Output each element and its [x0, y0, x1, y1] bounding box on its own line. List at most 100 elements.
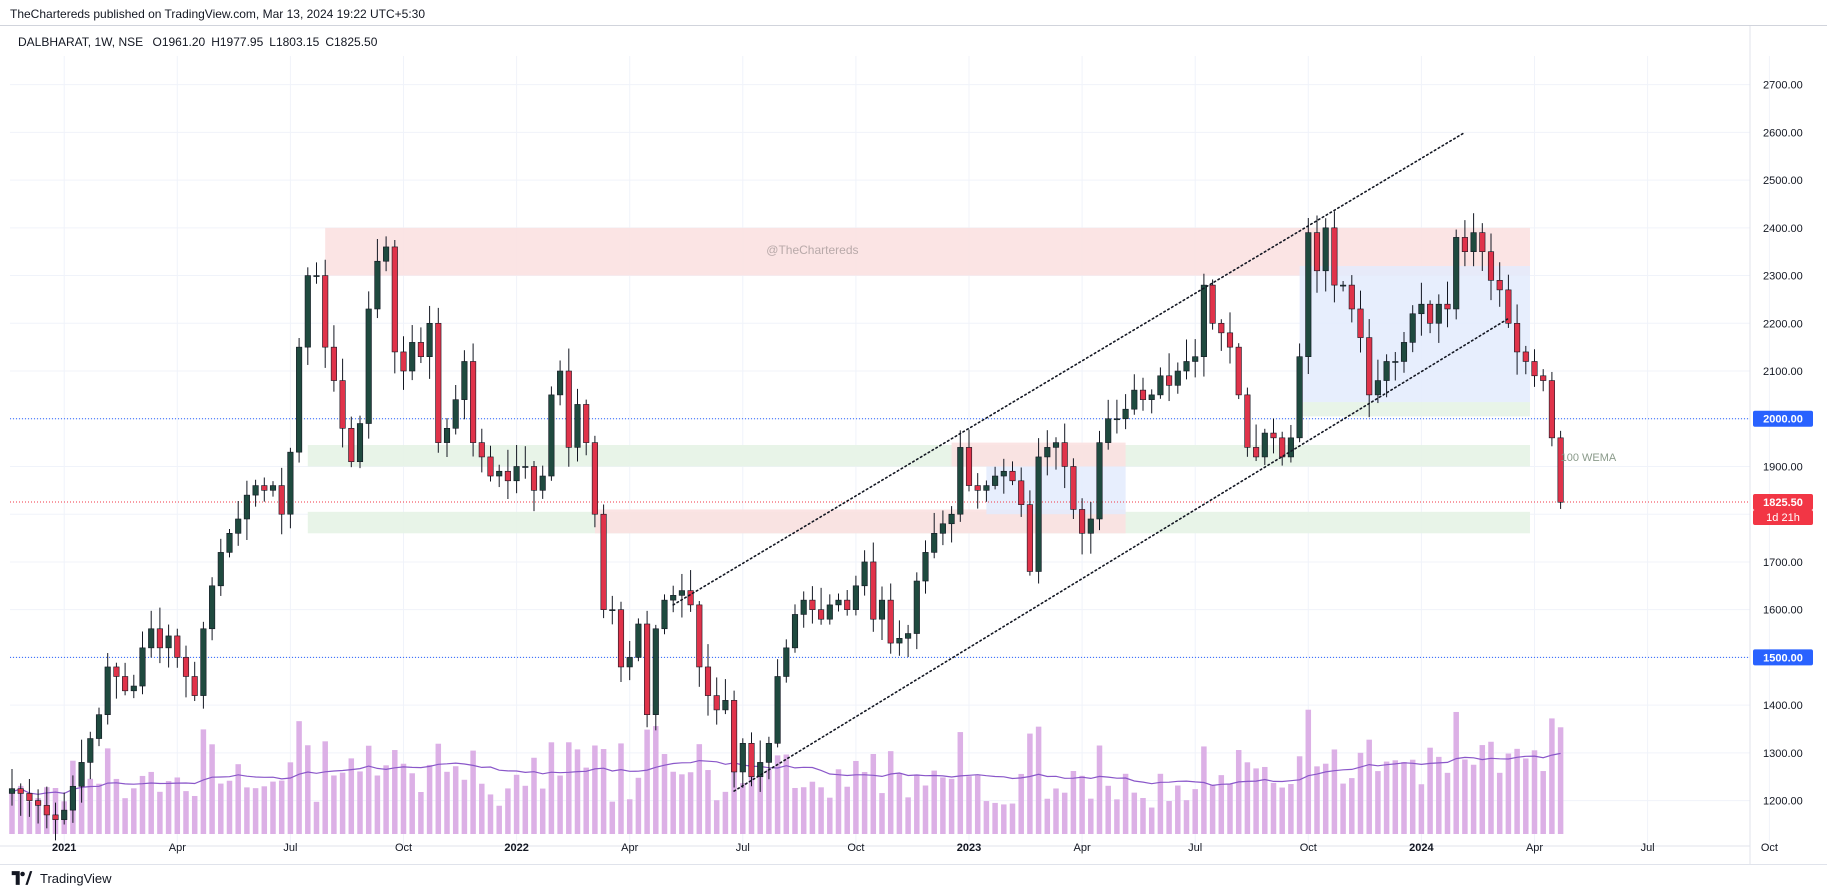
candle	[1340, 281, 1347, 292]
volume-bar	[896, 772, 903, 834]
price-tick-label: 1300.00	[1763, 748, 1803, 760]
volume-bar	[1314, 766, 1320, 834]
volume-bar	[566, 742, 572, 834]
candle-body	[1113, 418, 1120, 421]
candle-body	[748, 743, 755, 778]
volume-bar	[661, 754, 668, 834]
candle-body	[583, 404, 590, 443]
candle	[1113, 399, 1120, 434]
candle-body	[1531, 361, 1538, 377]
candle-body	[565, 370, 572, 448]
tradingview-brand[interactable]: TradingView	[10, 870, 112, 886]
candle-body	[1148, 394, 1155, 400]
candle	[1052, 437, 1060, 470]
level-tag-label: 2000.00	[1763, 414, 1803, 426]
symbol-label[interactable]: DALBHARAT, 1W, NSE	[18, 35, 144, 49]
time-tick-label: 2024	[1409, 842, 1434, 854]
candle-body	[1261, 432, 1268, 458]
candle	[174, 628, 181, 668]
candle	[652, 624, 659, 731]
volume-bar	[1027, 733, 1033, 834]
volume-bar	[9, 791, 15, 834]
candle	[1540, 369, 1547, 392]
candle-body	[470, 361, 477, 443]
candle-body	[1192, 356, 1199, 362]
candle	[1548, 371, 1555, 447]
volume-bar	[1253, 768, 1259, 834]
level-tag-label: 1500.00	[1763, 652, 1803, 664]
candle-body	[1000, 470, 1007, 477]
candle-body	[557, 370, 564, 396]
volume-bar	[122, 798, 128, 834]
volume-bar	[1331, 749, 1338, 834]
candle	[600, 504, 607, 619]
candle	[739, 738, 746, 788]
candle	[887, 583, 894, 654]
channel-trendline	[672, 131, 1466, 606]
candle	[217, 538, 224, 596]
candle	[52, 802, 59, 841]
candle-body	[1070, 466, 1077, 510]
candle-body	[957, 447, 964, 515]
candle	[122, 662, 129, 696]
candle	[209, 577, 216, 641]
candle-body	[1496, 280, 1503, 291]
candle	[1479, 223, 1486, 271]
candle	[426, 305, 433, 379]
chart-area[interactable]: @TheChartereds 100 WEMA 1200.00 1300.00 14…	[0, 26, 1827, 864]
candle	[1461, 220, 1468, 267]
volume-bar	[931, 770, 937, 834]
volume-bar	[1140, 797, 1146, 834]
candle-body	[1087, 518, 1094, 534]
candle-body	[931, 533, 938, 553]
volume-bar	[766, 769, 772, 834]
volume-bar	[287, 762, 294, 834]
candle-body	[826, 604, 833, 620]
volume-bar	[592, 745, 598, 834]
volume-bar	[809, 781, 816, 834]
candle	[1026, 490, 1033, 576]
candle	[591, 435, 598, 528]
volume-bar	[1357, 752, 1364, 834]
candle-body	[217, 552, 224, 587]
candle	[69, 775, 76, 823]
candle	[1331, 211, 1338, 303]
volume-bar	[574, 749, 581, 834]
candle-body	[165, 635, 172, 649]
volume-bar	[1366, 739, 1372, 834]
price-tick-label: 2500.00	[1763, 175, 1803, 187]
volume-bar	[583, 767, 589, 834]
volume-bar	[1001, 804, 1007, 834]
candle-body	[939, 523, 946, 534]
candle	[1418, 282, 1425, 336]
high-value: H1977.95	[211, 35, 264, 49]
price-tick-label: 1700.00	[1763, 557, 1803, 569]
candlestick-chart[interactable]: @TheChartereds 100 WEMA 1200.00 1300.00 14…	[0, 26, 1827, 864]
candle	[1453, 229, 1460, 320]
candle	[1253, 424, 1260, 462]
volume-bar	[1218, 775, 1225, 834]
price-tick-label: 1200.00	[1763, 796, 1803, 808]
candle-body	[1270, 432, 1277, 439]
candle	[1244, 387, 1251, 457]
candle-body	[235, 518, 242, 534]
volume-bar	[818, 787, 824, 834]
volume-bar	[278, 780, 285, 834]
candle	[504, 449, 511, 500]
candle-body	[617, 609, 625, 668]
candle-body	[974, 485, 981, 491]
candle-body	[443, 427, 451, 443]
volume-bar	[479, 783, 485, 834]
candle-body	[504, 470, 511, 482]
volume-bar	[879, 793, 885, 834]
candle	[722, 679, 729, 715]
volume-bar	[131, 788, 137, 834]
time-tick-label: Jul	[1641, 842, 1655, 854]
volume-bar	[687, 772, 694, 834]
volume-bar	[1175, 785, 1181, 834]
candle-body	[922, 552, 929, 582]
candle-body	[652, 628, 659, 715]
volume-bar	[870, 754, 877, 834]
candle	[1139, 377, 1147, 411]
volume-bar	[1462, 759, 1468, 834]
